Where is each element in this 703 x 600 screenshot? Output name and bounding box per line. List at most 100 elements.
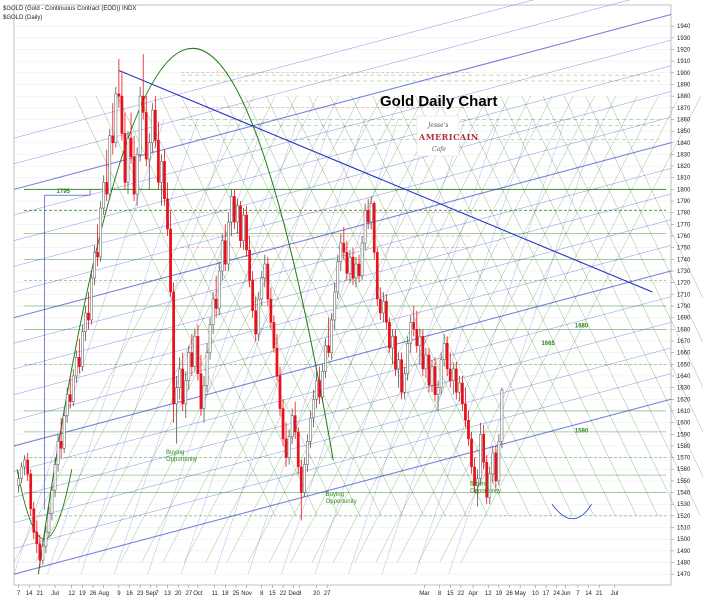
candle-body [324,345,327,372]
chart-symbol-line: $GOLD (Gold - Continuous Contract (EOD))… [3,6,136,12]
candle-body [126,137,130,183]
price-level-label: 1680 [575,323,589,329]
fan-line-blue [80,119,232,575]
candle-body [242,214,245,241]
y-tick-label: 1560 [677,467,691,473]
candle-body [226,221,230,265]
candle-body [254,310,258,335]
channel-line-blue [13,116,672,293]
candle-body [421,336,425,370]
channel-line-blue [13,398,672,575]
candle-body [333,291,337,321]
y-tick-label: 1470 [677,572,691,578]
brand-line-1: Jesse's [426,122,448,129]
x-tick-label: 11 [212,591,219,597]
fan-line-green [56,96,297,563]
chart-title: Gold Daily Chart [380,93,498,110]
candle-body [71,375,75,402]
candle-body [59,440,63,449]
y-tick-label: 1570 [677,456,691,462]
candle-body [169,228,172,293]
candle-body [90,277,93,321]
candle-body [117,93,121,97]
candle-body [378,298,382,314]
y-tick-label: 1630 [677,386,691,392]
candle-body [451,368,455,381]
x-tick-label: 23 [137,591,144,597]
candle-body [217,270,221,309]
x-tick-label: 12 [68,591,75,597]
candle-body [26,459,30,475]
candle-body [257,298,261,335]
y-tick-label: 1840 [677,141,691,147]
candle-body [385,301,388,323]
candle-body [190,352,194,367]
brand-logo: Jesse's AMERICAIN Cafe [416,115,478,157]
fan-line-green [202,96,403,516]
x-tick-label: 20 [175,591,182,597]
channel-line-blue [13,373,672,549]
candle-body [87,312,90,321]
x-tick-label: Jul [51,591,59,597]
fan-line-green [436,96,637,516]
fan-line-green [95,96,297,516]
candle-body [278,375,282,409]
fan-line-green [226,96,468,563]
x-tick-label: May [514,591,525,597]
x-tick-label: 22 [280,591,287,597]
candle-body [473,466,476,486]
candle-body [23,459,26,468]
y-tick-label: 1930 [677,36,691,42]
candle-body [44,531,48,547]
x-tick-label: Mar [419,591,429,597]
candle-body [360,242,364,276]
x-tick-label: 16 [126,591,133,597]
buying-opportunity-label: Buying [166,450,184,456]
fan-line-green [141,96,382,563]
candle-body [430,366,434,386]
candle-body [214,298,218,309]
candle-body [339,242,343,262]
y-tick-label: 1770 [677,222,691,228]
candle-body [348,256,352,274]
y-tick-label: 1660 [677,351,691,357]
x-tick-label: 26 [90,591,97,597]
candle-body [211,298,215,325]
candle-body [418,336,422,346]
candle-body [439,359,443,388]
y-tick-label: 1700 [677,304,691,310]
candle-body [312,399,315,419]
candle-body [17,478,20,486]
candle-body [427,354,431,386]
buying-opportunity-label: Buying [470,482,488,488]
candle-body [251,280,254,311]
y-tick-label: 1800 [677,187,691,193]
channel-line-blue [13,245,672,421]
fan-line-blue [214,119,365,575]
annotations: BuyingOpportunityBuyingOpportunityBuying… [57,189,589,505]
x-tick-label: Jul [611,591,619,597]
y-tick-label: 1480 [677,561,691,567]
fan-line-green [439,96,680,563]
candle-body [287,436,291,458]
plot-frame [13,4,672,586]
x-tick-label: Jun [561,591,571,597]
candle-body [315,380,318,400]
fan-line-green [457,96,659,516]
fan-line-green [351,96,552,516]
candle-body [433,366,437,395]
fan-line-green [180,96,382,516]
buying-opportunity-label: Opportunity [166,457,197,463]
y-tick-label: 1550 [677,479,691,485]
candle-body [357,263,361,276]
candle-body [266,263,270,300]
y-tick-label: 1830 [677,152,691,158]
x-tick-label: 15 [269,591,276,597]
candle-body [375,252,379,300]
fan-line-green [162,96,404,563]
x-axis: 7 14 21 Jul 12 19 26 Aug 9 16 23 Sep 7 13 20 27 Oct 11 18 2… [17,585,618,597]
candle-body [293,415,297,433]
x-tick-label: 21 [596,591,603,597]
candle-body [272,322,276,349]
channel-line-blue [13,0,630,164]
